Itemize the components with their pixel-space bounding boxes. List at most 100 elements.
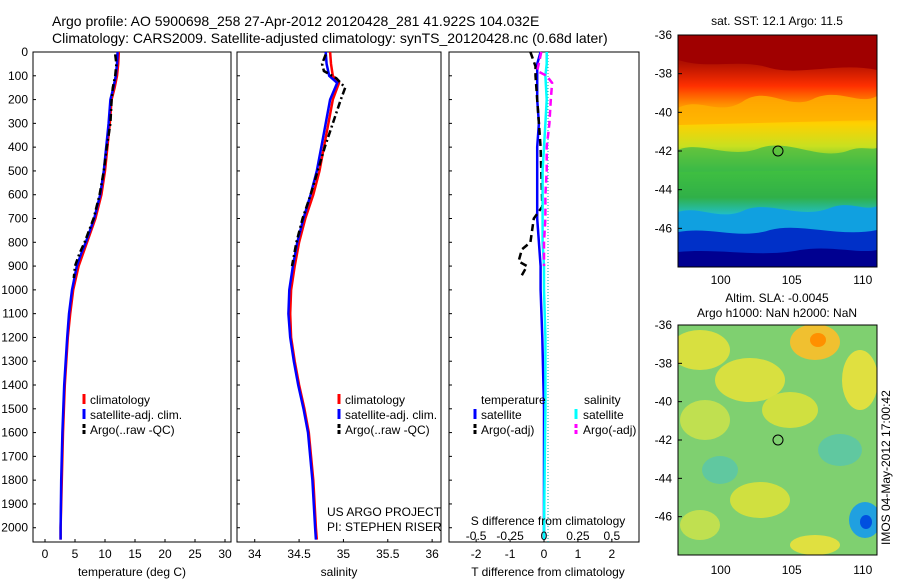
depth-tick-label: 500 xyxy=(8,164,28,178)
argo-float-marker xyxy=(772,434,784,446)
lat-tick-label: -38 xyxy=(655,356,673,370)
figure-title-line2: Climatology: CARS2009. Satellite-adjuste… xyxy=(52,30,608,46)
difference-xlabel: T difference from climatology xyxy=(471,565,625,579)
temperature-lines xyxy=(59,51,121,540)
legend-climatology-label: climatology xyxy=(345,393,405,407)
temperature-x-ticks: 0 5 10 15 20 25 30 xyxy=(42,539,232,561)
credit-project: US ARGO PROJECT xyxy=(327,505,442,519)
lat-tick-label: -46 xyxy=(655,221,673,235)
salinity-depth-ticks xyxy=(237,51,240,529)
depth-tick-label: 1700 xyxy=(1,449,28,463)
x-tick-label: 34.5 xyxy=(287,547,311,561)
difference-top-label: S difference from climatology xyxy=(471,514,626,528)
lat-tick-label: -40 xyxy=(655,105,673,119)
difference-panel: -2 -1 0 1 2 S difference from climatology -0… xyxy=(448,51,640,579)
series-line-temperature-argo-adj- xyxy=(517,51,544,279)
x-tick-label: 35.5 xyxy=(376,547,400,561)
lon-tick-label: 100 xyxy=(711,273,731,287)
depth-tick-label: 900 xyxy=(8,259,28,273)
lat-tick-label: -42 xyxy=(655,144,673,158)
x-tick-label: 30 xyxy=(218,547,232,561)
sla-map-title-line1: Altim. SLA: -0.0045 xyxy=(725,291,829,305)
x-tick-label: 36 xyxy=(425,547,439,561)
salinity-axes-box xyxy=(236,51,442,543)
lat-tick-label: -38 xyxy=(655,67,673,81)
x-tick-label: 20 xyxy=(158,547,172,561)
depth-tick-label: 0 xyxy=(21,45,28,59)
top-tick-label: -0.25 xyxy=(496,529,524,543)
salinity-lines xyxy=(287,51,347,540)
depth-tick-label: 600 xyxy=(8,188,28,202)
lon-tick-label: 100 xyxy=(711,563,731,577)
x-tick-label: -1 xyxy=(505,547,516,561)
depth-tick-label: 2000 xyxy=(1,521,28,535)
sla-map-lat-ticks: -36 -38 -40 -42 -44 -46 xyxy=(655,318,682,524)
sst-map: sat. SST: 12.1 Argo: 11.5 -36 -38 -40 -42 -4… xyxy=(655,14,878,287)
temperature-panel: 0100200300400500600700800900100011001200… xyxy=(1,45,232,579)
depth-tick-label: 1400 xyxy=(1,378,28,392)
difference-legend: temperature salinity satellite Argo(-adj… xyxy=(473,393,636,437)
depth-tick-label: 700 xyxy=(8,212,28,226)
legend-argo-label: Argo(..raw -QC) xyxy=(90,423,175,437)
sst-map-lat-ticks: -36 -38 -40 -42 -44 -46 xyxy=(655,28,682,235)
lon-tick-label: 110 xyxy=(853,563,872,577)
temperature-depth-ticks: 0 100 200 300 400 500 600 700 800 900 1000 1100 1200… xyxy=(1,45,36,535)
legend-argo-label: Argo(..raw -QC) xyxy=(345,423,430,437)
series-line-argo-raw-qc- xyxy=(290,53,347,267)
difference-depth-ticks xyxy=(449,51,452,529)
sla-map-title-line2: Argo h1000: NaN h2000: NaN xyxy=(697,306,857,320)
sst-map-title: sat. SST: 12.1 Argo: 11.5 xyxy=(711,14,843,28)
x-tick-label: 1 xyxy=(575,547,582,561)
series-line-satellite-adj-clim- xyxy=(287,51,339,540)
legend-temperature-title: temperature xyxy=(481,393,546,407)
depth-tick-label: 1600 xyxy=(1,426,28,440)
sla-map-lon-ticks: 100 105 110 xyxy=(711,563,873,577)
top-tick-label: 0.5 xyxy=(604,529,621,543)
legend-sal-argo-label: Argo(-adj) xyxy=(583,423,636,437)
x-tick-label: 5 xyxy=(72,547,79,561)
legend-temp-satellite-label: satellite xyxy=(481,408,522,422)
legend-temp-argo-label: Argo(-adj) xyxy=(481,423,534,437)
credit-pi: PI: STEPHEN RISER xyxy=(327,520,442,534)
depth-tick-label: 300 xyxy=(8,116,28,130)
lat-tick-label: -40 xyxy=(655,395,673,409)
lon-tick-label: 105 xyxy=(782,273,802,287)
legend-satellite-label: satellite-adj. clim. xyxy=(345,408,437,422)
depth-tick-label: 1200 xyxy=(1,330,28,344)
legend-sal-satellite-label: satellite xyxy=(583,408,624,422)
top-tick-label: 0.25 xyxy=(566,529,590,543)
lat-tick-label: -36 xyxy=(655,318,673,332)
depth-tick-label: 1300 xyxy=(1,354,28,368)
top-tick-label: 0 xyxy=(541,529,548,543)
lat-tick-label: -44 xyxy=(655,471,673,485)
top-tick-label: -0.5 xyxy=(466,529,487,543)
depth-tick-label: 1500 xyxy=(1,402,28,416)
difference-top-ticks: -0.5 -0.25 0 0.25 0.5 xyxy=(466,529,621,543)
argo-float-marker xyxy=(772,145,784,157)
lat-tick-label: -46 xyxy=(655,510,673,524)
depth-tick-label: 1000 xyxy=(1,283,28,297)
temperature-legend: climatology satellite-adj. clim. Argo(..… xyxy=(82,393,182,437)
x-tick-label: 10 xyxy=(98,547,112,561)
depth-tick-label: 100 xyxy=(8,69,28,83)
legend-satellite-label: satellite-adj. clim. xyxy=(90,408,182,422)
lat-tick-label: -44 xyxy=(655,183,673,197)
x-tick-label: 35 xyxy=(337,547,351,561)
lon-tick-label: 110 xyxy=(853,273,872,287)
x-tick-label: 15 xyxy=(128,547,142,561)
x-tick-label: -2 xyxy=(471,547,482,561)
lat-tick-label: -42 xyxy=(655,433,673,447)
temperature-xlabel: temperature (deg C) xyxy=(78,565,186,579)
lon-tick-label: 105 xyxy=(782,563,802,577)
temperature-axes-box xyxy=(32,51,232,543)
series-line-salinity-argo-adj- xyxy=(535,51,554,267)
salinity-panel: 34 34.5 35 35.5 36 salinity climatology sate… xyxy=(236,51,442,579)
imos-timestamp: IMOS 04-May-2012 17:00:42 xyxy=(879,390,893,545)
salinity-x-ticks: 34 34.5 35 35.5 36 xyxy=(248,539,439,561)
series-line-salinity-satellite xyxy=(541,52,548,540)
sst-map-field xyxy=(678,35,877,267)
sla-map: Altim. SLA: -0.0045 Argo h1000: NaN h200… xyxy=(655,291,878,577)
difference-x-ticks: -2 -1 0 1 2 xyxy=(471,539,616,561)
depth-tick-label: 200 xyxy=(8,93,28,107)
